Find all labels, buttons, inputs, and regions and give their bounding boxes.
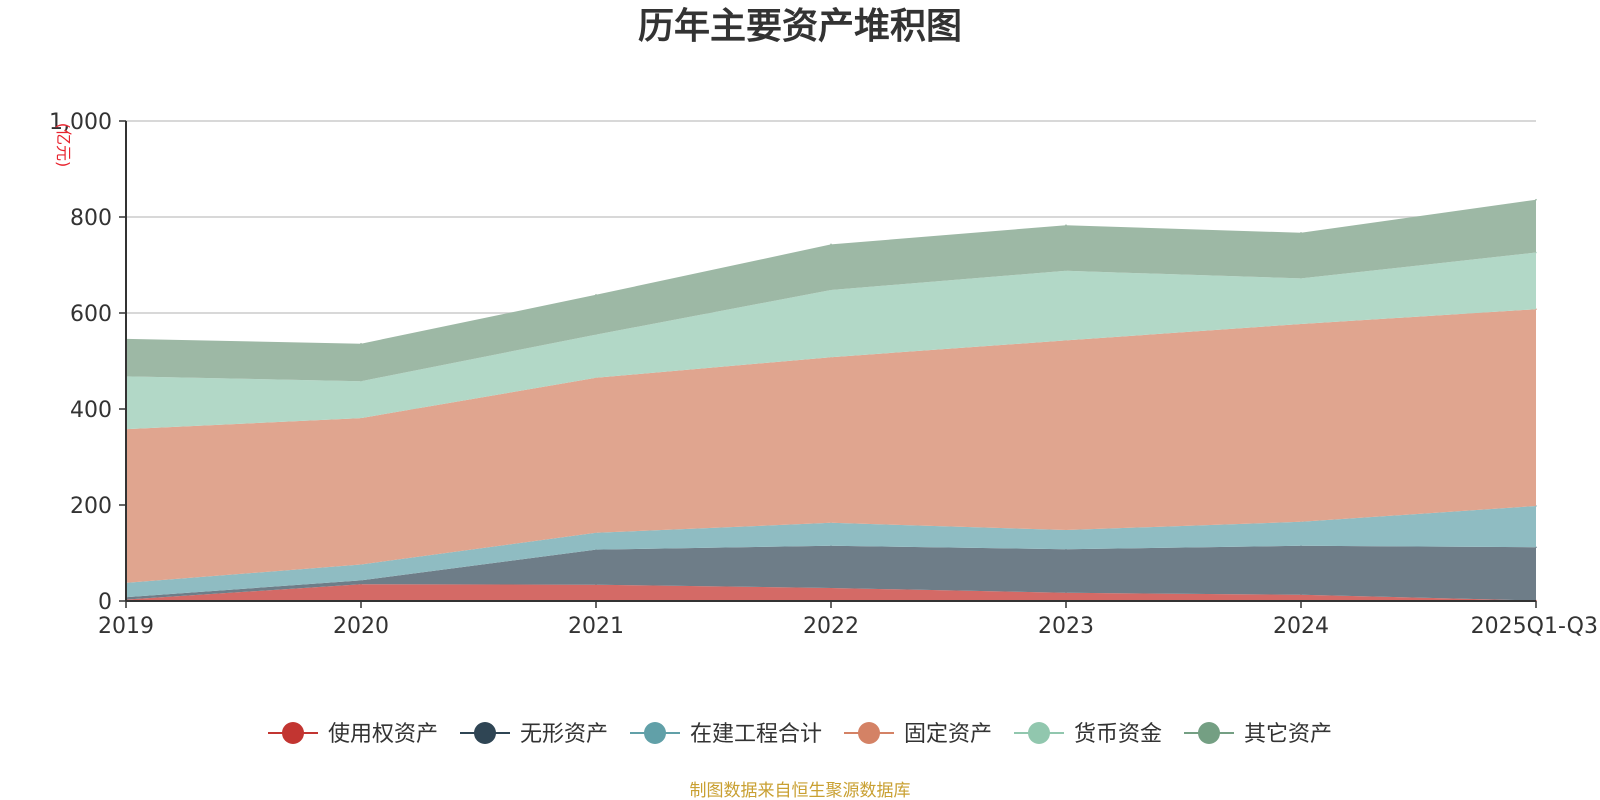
- legend-item-2[interactable]: 在建工程合计: [630, 722, 822, 747]
- legend-item-1[interactable]: 无形资产: [460, 722, 608, 747]
- data-point: [1300, 232, 1302, 234]
- legend-marker-icon: [858, 722, 880, 744]
- legend-item-3[interactable]: 固定资产: [844, 722, 992, 747]
- legend-label: 使用权资产: [328, 722, 438, 747]
- x-tick-label: 2023: [1038, 614, 1094, 639]
- area-series-0: [126, 584, 1536, 601]
- legend-label: 无形资产: [520, 722, 608, 747]
- legend-marker-icon: [282, 722, 304, 744]
- legend-label: 其它资产: [1244, 722, 1332, 747]
- area-series-4: [126, 252, 1536, 430]
- axes: 0 200 400 600 800 1,000 2019 2020 2021 2022 2023 20…: [49, 110, 1598, 639]
- legend-marker-icon: [1028, 722, 1050, 744]
- y-tick-label: 800: [70, 206, 112, 231]
- y-unit-label: (亿元): [54, 123, 73, 168]
- source-note: 制图数据来自恒生聚源数据库: [690, 781, 911, 800]
- y-tick-label: 1,000: [49, 110, 112, 135]
- y-tick-label: 400: [70, 398, 112, 423]
- data-point: [1065, 224, 1067, 226]
- data-point: [830, 243, 832, 246]
- legend[interactable]: 使用权资产 无形资产 在建工程合计 固定资产 货币资金 其它资产: [268, 722, 1332, 747]
- y-tick-label: 200: [70, 494, 112, 519]
- legend-marker-icon: [474, 722, 496, 744]
- x-tick-label: 2020: [333, 614, 389, 639]
- area-series-3: [126, 309, 1536, 583]
- x-tick-label: 2022: [803, 614, 859, 639]
- x-tick-label: 2025Q1-Q3: [1471, 614, 1598, 639]
- data-point: [1535, 198, 1537, 201]
- legend-item-4[interactable]: 货币资金: [1014, 722, 1162, 747]
- x-tick-label: 2024: [1273, 614, 1329, 639]
- legend-item-5[interactable]: 其它资产: [1184, 722, 1332, 747]
- data-point: [595, 293, 597, 296]
- area-series-1: [126, 545, 1536, 601]
- area-series-2: [126, 506, 1536, 598]
- legend-item-0[interactable]: 使用权资产: [268, 722, 438, 747]
- legend-label: 货币资金: [1074, 722, 1162, 747]
- legend-label: 固定资产: [904, 722, 992, 747]
- legend-marker-icon: [1198, 722, 1220, 744]
- legend-label: 在建工程合计: [690, 722, 822, 747]
- x-tick-label: 2021: [568, 614, 624, 639]
- legend-marker-icon: [644, 722, 666, 744]
- area-series: [125, 198, 1537, 602]
- y-tick-label: 0: [98, 590, 112, 615]
- y-tick-label: 600: [70, 302, 112, 327]
- x-tick-label: 2019: [98, 614, 154, 639]
- area-series-5: [126, 199, 1536, 382]
- chart-title: 历年主要资产堆积图: [638, 6, 962, 47]
- data-point: [360, 342, 362, 345]
